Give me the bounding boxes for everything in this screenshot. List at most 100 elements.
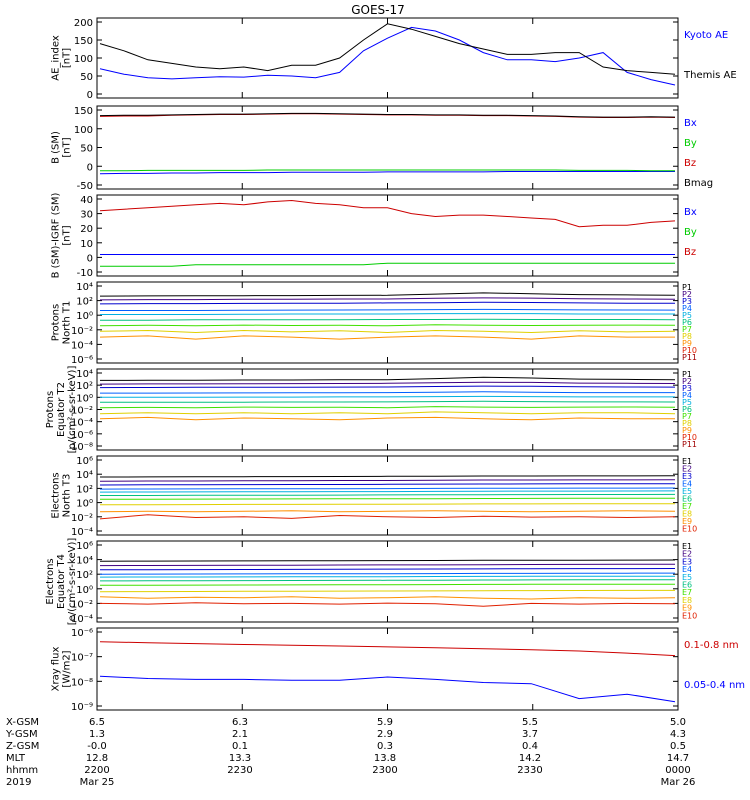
series-line-e9 [99,510,676,513]
y-tick-label: 10⁰ [76,393,93,404]
series-line-e5 [99,575,675,578]
y-tick-label: 0 [87,90,93,101]
y-tick-label: 40 [80,195,93,206]
channel-label: E3 [682,557,692,566]
channel-label: E6 [682,581,692,590]
y-axis-label-line: North T1 [62,301,73,345]
channel-label: P6 [682,318,692,327]
series-line-p7 [99,324,676,327]
panel-3: 40 30 20 10 0 -10 B (SM)-IGRF (SM) [nT] Bx By Bz [51,193,697,279]
y-tick-label: 10⁻⁶ [71,628,93,639]
y-axis-label-line: [W/m2] [62,650,73,687]
series-line-bmag [99,112,676,118]
y-tick-label: -50 [77,181,93,192]
y-tick-label: 10⁻⁴ [71,418,93,429]
series-line-p4 [100,391,675,394]
y-tick-label: 10⁰ [76,585,93,596]
panel-frame [96,17,679,99]
channel-label: P5 [682,311,692,320]
channel-label: P5 [682,398,692,407]
series-line-e6 [100,493,676,496]
footer-value: 0.3 [377,741,393,752]
panel-frame [96,194,679,277]
y-tick-label: 10⁻⁷ [71,653,93,664]
channel-label: E10 [682,611,697,620]
channel-label: E4 [682,565,692,574]
channel-label: P7 [682,325,692,334]
footer-value: Mar 26 [661,777,696,788]
y-axis-label: B (SM)-IGRF (SM) [nT] [51,193,73,279]
series-line-p6 [100,400,676,403]
channel-label: P11 [682,353,697,362]
y-tick-label: 50 [80,72,93,83]
panel-frame [96,540,679,623]
footer-value: 0.5 [670,741,686,752]
y-tick-label: 20 [80,224,93,235]
series-line-p3 [99,301,676,305]
y-tick-label: 10² [76,484,93,495]
footer-value: 3.7 [522,729,538,740]
y-tick-label: 10⁰ [76,499,93,510]
y-axis-label-line: North T3 [62,474,73,518]
y-tick-label: 10² [76,381,93,392]
footer-value: 4.3 [670,729,686,740]
channel-label: P2 [682,290,692,299]
series-line-e10 [99,602,676,607]
y-axis-label-line: Xray flux [51,647,62,692]
channel-label: P6 [682,405,692,414]
channel-label: E5 [682,573,692,582]
series-line-e5 [99,490,676,493]
y-axis-label: Protons Equator T2 [p/(cm²-s-sr-keV)] [45,366,78,454]
series-line-p3 [99,385,676,389]
footer-row-label: X-GSM [6,717,39,728]
y-tick-label: 10² [76,297,93,308]
channel-label: P4 [682,391,692,400]
y-tick-label: 200 [74,18,93,29]
channel-label: P7 [682,412,692,421]
footer-value: 5.0 [670,717,686,728]
series-line-p4 [100,308,676,311]
legend-entry: Bz [684,158,696,169]
footer-value: 1.3 [89,729,105,740]
series-line-e10 [99,514,676,520]
y-tick-label: 150 [74,36,93,47]
y-axis-label-line: AE_index [51,35,62,81]
channel-label: P10 [682,346,697,355]
channel-label: E1 [682,457,692,466]
channel-label: E7 [682,588,692,597]
panel-frame [96,368,679,451]
y-tick-label: 10⁴ [76,369,93,380]
y-tick-label: 10⁻⁶ [71,430,93,441]
series-line-bz [99,199,676,228]
y-axis-label-line: B (SM)-IGRF (SM) [51,193,62,279]
legend-entry: By [684,138,697,149]
y-tick-label: 0 [87,253,93,264]
series-line-bx [99,171,675,175]
panel-4: 10⁴ 10² 10⁰ 10⁻² 10⁻⁴ 10⁻⁶ Protons North T1 P1P2… [51,281,697,366]
legend-entry: 0.05-0.4 nm [684,680,745,691]
footer-value: 14.2 [519,753,541,764]
footer-row-label: Z-GSM [6,741,39,752]
legend-entry: Kyoto AE [684,30,728,41]
series-line-e2 [99,563,675,567]
footer-value: 2330 [517,765,542,776]
y-tick-label: -10 [77,268,93,279]
series-line-e9 [99,596,676,600]
series-line-e8 [100,503,675,506]
channel-label: E9 [682,517,692,526]
series-line-p6 [100,318,676,321]
y-tick-label: 10⁶ [76,541,93,552]
series-line-e1 [99,475,676,478]
channel-label: P1 [682,370,692,379]
footer-value: 6.5 [89,717,105,728]
series-line-e2 [99,479,676,482]
footer-row-label: 2019 [6,777,31,788]
series-line-by [100,169,675,172]
channel-label: P2 [682,377,692,386]
channel-label: E5 [682,487,692,496]
y-axis-label-line: [e/(cm²-s-sr-keV)] [67,538,78,626]
series-line-e1 [99,559,676,562]
series-line-p2 [99,381,676,385]
footer-value: 2.9 [377,729,393,740]
